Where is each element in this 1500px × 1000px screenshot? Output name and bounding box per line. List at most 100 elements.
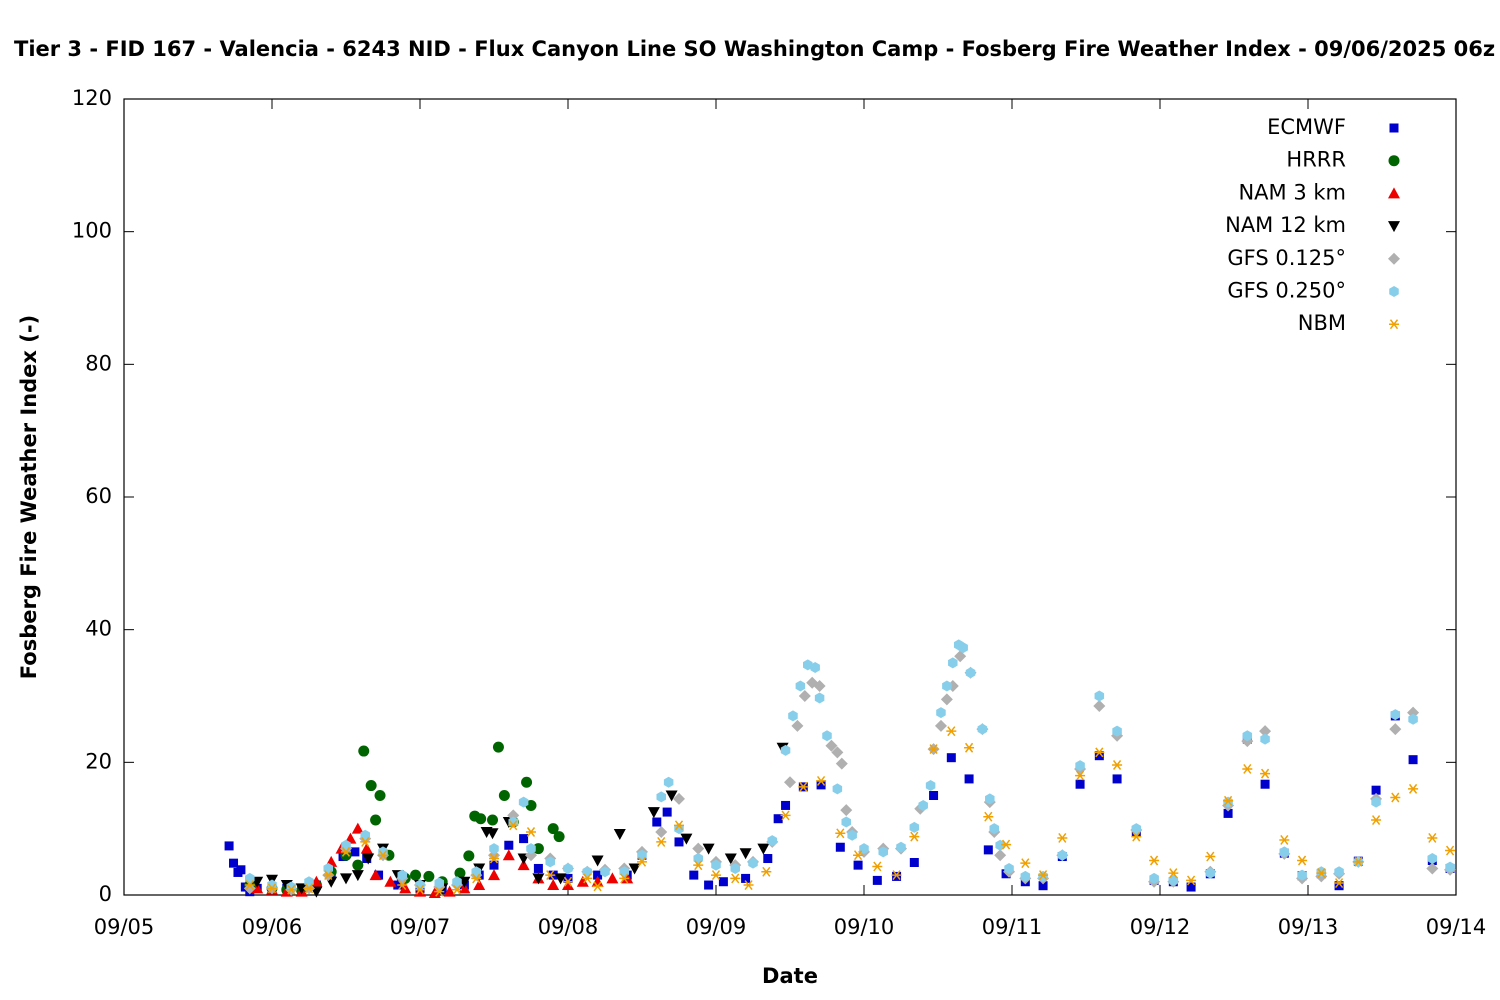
legend-label: NAM 12 km [1225,213,1346,237]
legend-label: GFS 0.125° [1227,246,1346,270]
data-point [1020,858,1031,869]
legend-label: ECMWF [1267,115,1346,139]
data-point [370,814,382,826]
data-point [665,790,678,802]
data-point [360,836,371,847]
data-point [341,846,351,857]
data-point [489,860,499,870]
y-tick-label: 100 [72,219,112,243]
x-tick-label: 09/10 [834,915,895,939]
data-point [1112,725,1122,737]
data-point [928,744,939,755]
data-point [718,877,728,887]
data-point [656,791,667,803]
legend-marker [1388,187,1400,199]
data-point [1297,855,1308,866]
data-point [958,642,968,654]
data-point [909,821,920,833]
data-point [942,680,952,692]
data-point [1223,808,1233,818]
data-point [983,811,994,822]
data-point [613,828,626,840]
data-point [994,849,1007,862]
legend-label: GFS 0.250° [1227,279,1346,303]
data-point [236,865,246,875]
data-point [1075,779,1085,789]
data-point [428,887,441,899]
legend-marker [1388,221,1400,233]
legend-label: HRRR [1286,148,1346,172]
data-point [340,873,352,885]
data-point [840,804,853,817]
data-point [486,828,499,840]
data-point [1112,760,1123,770]
data-point [1260,779,1270,789]
data-point [1075,770,1086,781]
data-point [918,799,928,811]
data-point [693,860,704,871]
data-point [814,692,825,704]
data-point [1094,751,1104,761]
data-point [711,870,721,881]
data-point [1334,866,1344,878]
data-point [1445,845,1456,856]
data-point [872,875,882,885]
data-point [757,843,770,855]
data-point [835,842,845,852]
y-tick-label: 40 [85,617,112,641]
data-point [504,840,514,850]
data-point [1279,846,1290,858]
data-point [802,659,813,671]
data-point [1427,853,1438,865]
y-tick-label: 80 [85,351,112,375]
data-point [286,884,297,895]
data-point [1260,733,1270,745]
data-point [606,872,619,884]
data-point [415,884,425,895]
data-point [773,814,783,824]
data-point [674,837,684,847]
data-point [592,881,603,892]
chart-title: Tier 3 - FID 167 - Valencia - 6243 NID -… [14,37,1500,61]
data-point [702,843,715,855]
data-point [692,842,705,855]
data-point [909,857,919,867]
data-point [526,827,536,837]
data-point [1004,862,1014,874]
x-tick-label: 09/11 [982,915,1043,939]
data-point [841,816,852,828]
data-point [831,746,844,759]
data-point [553,831,565,843]
data-point [872,861,883,872]
data-point [781,800,791,810]
data-point [1057,832,1068,843]
data-point [693,853,704,865]
data-point [369,869,382,881]
data-point [545,856,556,868]
data-point [582,866,593,878]
data-point [323,870,334,881]
data-point [816,780,826,790]
data-point [1168,874,1179,886]
data-point [1371,785,1381,795]
data-point [452,876,462,888]
legend-marker [1388,155,1400,167]
data-point [655,825,668,838]
data-point [1408,755,1418,765]
data-point [1426,862,1439,875]
data-point [954,650,967,663]
data-point [532,873,545,885]
x-tick-label: 09/06 [242,915,303,939]
data-point [1242,764,1253,774]
data-point [591,875,604,887]
data-point [878,846,889,858]
data-point [832,783,843,795]
data-point [519,834,529,844]
data-point [452,884,462,895]
data-point [853,860,863,870]
data-point [985,793,995,805]
data-point [1445,861,1455,873]
data-point [929,791,939,800]
data-point [1131,831,1142,842]
data-point [767,835,778,847]
